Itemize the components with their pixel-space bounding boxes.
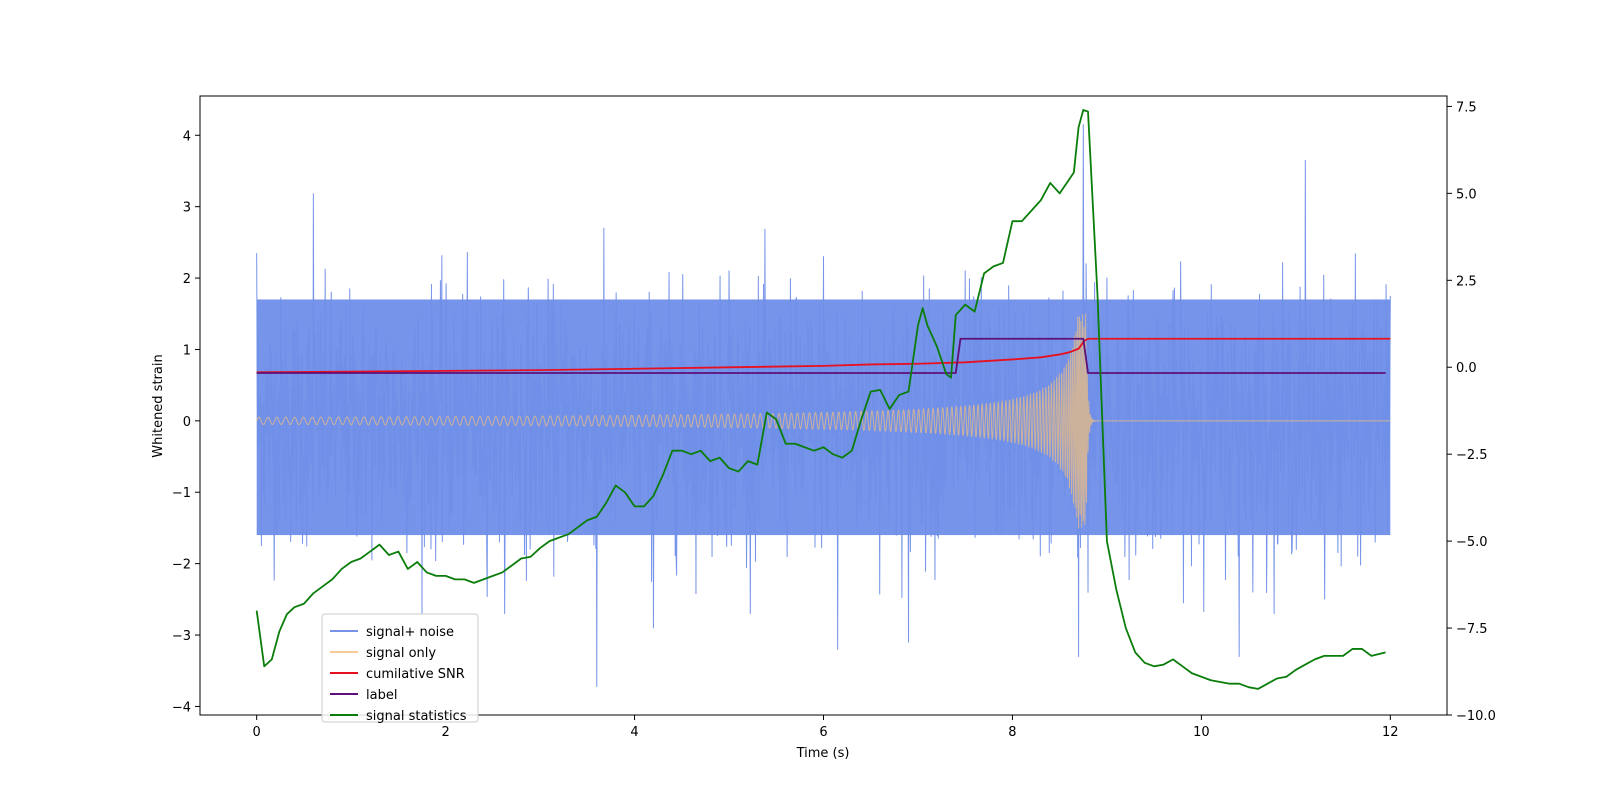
- x-tick-label: 2: [441, 725, 449, 740]
- legend: signal+ noise signal only cumilative SNR la…: [321, 613, 479, 724]
- y-tick-label: −2: [172, 558, 191, 573]
- series-layer: [255, 109, 1391, 690]
- legend-entry: signal only: [366, 646, 436, 661]
- legend-entry: signal+ noise: [366, 625, 454, 640]
- y2-tick-label: 5.0: [1456, 187, 1477, 202]
- signal-noise-series: [256, 124, 1391, 687]
- y-axis-right: −10.0 −7.5 −5.0 −2.5 0.0 2.5 5.0 7.5: [1447, 100, 1496, 724]
- y-tick-label: 0: [183, 415, 191, 430]
- y-tick-label: 2: [183, 272, 191, 287]
- x-tick-label: 4: [630, 725, 638, 740]
- y-tick-label: 3: [183, 201, 191, 216]
- signal-statistics-series: [255, 109, 1386, 690]
- y2-tick-label: 7.5: [1456, 100, 1477, 115]
- x-tick-label: 10: [1193, 725, 1210, 740]
- x-axis: 0 2 4 6 8 10 12: [253, 715, 1399, 740]
- y-tick-label: 1: [183, 343, 191, 358]
- legend-entry: label: [366, 688, 397, 703]
- y-tick-label: 4: [183, 129, 191, 144]
- x-tick-label: 12: [1382, 725, 1399, 740]
- x-tick-label: 8: [1008, 725, 1016, 740]
- y-tick-label: −4: [172, 700, 191, 715]
- y-tick-label: −3: [172, 629, 191, 644]
- y2-tick-label: −10.0: [1456, 709, 1496, 724]
- y2-tick-label: 2.5: [1456, 274, 1477, 289]
- y2-tick-label: −7.5: [1456, 622, 1488, 637]
- x-tick-label: 6: [819, 725, 827, 740]
- y2-tick-label: −2.5: [1456, 448, 1488, 463]
- x-axis-label: Time (s): [796, 746, 850, 761]
- legend-entry: cumilative SNR: [366, 667, 465, 682]
- x-tick-label: 0: [253, 725, 261, 740]
- y-tick-label: −1: [172, 486, 191, 501]
- y-axis-left: −4 −3 −2 −1 0 1 2 3 4: [172, 129, 200, 715]
- y2-tick-label: 0.0: [1456, 361, 1477, 376]
- signal-only-series: [256, 313, 1391, 529]
- legend-entry: signal statistics: [366, 709, 467, 724]
- y2-tick-label: −5.0: [1456, 535, 1488, 550]
- cumulative-snr-series: [256, 337, 1391, 374]
- y-axis-label: Whitened strain: [151, 354, 166, 457]
- legend-box: [321, 613, 479, 723]
- label-series: [256, 337, 1386, 374]
